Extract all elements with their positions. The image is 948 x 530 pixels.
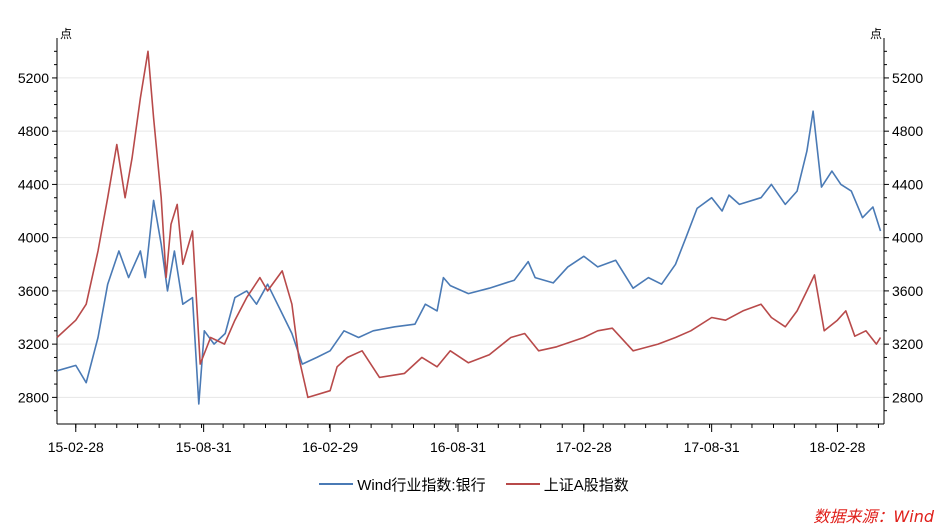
legend-item-shanghai-a: 上证A股指数 — [505, 474, 629, 495]
legend: Wind行业指数:银行 上证A股指数 — [0, 472, 948, 495]
y-tick-label-right: 4000 — [892, 230, 923, 246]
y-tick-label-left: 4800 — [18, 123, 49, 139]
y-tick-label-left: 3200 — [18, 336, 49, 352]
y-tick-label-right: 2800 — [892, 389, 923, 405]
y-tick-label-left: 4400 — [18, 176, 49, 192]
x-tick-label: 16-02-29 — [302, 439, 358, 455]
x-ticks: 15-02-28 15-08-31 16-02-29 16-08-31 17-02-28… — [48, 424, 879, 455]
y-tick-label-left: 2800 — [18, 389, 49, 405]
legend-label-bank: Wind行业指数:银行 — [357, 476, 486, 494]
x-tick-label: 16-08-31 — [430, 439, 486, 455]
x-tick-label: 15-08-31 — [176, 439, 232, 455]
y-tick-label-left: 3600 — [18, 283, 49, 299]
series-lines — [56, 50, 882, 405]
source-note: 数据来源：Wind — [813, 507, 934, 526]
x-tick-label: 15-02-28 — [48, 439, 104, 455]
x-tick-label: 17-08-31 — [684, 439, 740, 455]
y-tick-label-right: 3200 — [892, 336, 923, 352]
right-unit-label: 点 — [870, 27, 882, 41]
legend-swatch-bank — [319, 483, 354, 485]
legend-item-bank: Wind行业指数:银行 — [319, 474, 486, 495]
y-tick-label-right: 3600 — [892, 283, 923, 299]
legend-swatch-shanghai-a — [505, 483, 540, 485]
y-tick-label-left: 4000 — [18, 230, 49, 246]
y-ticks: 2800 2800 3200 3200 3600 3600 4000 4000 4400 4400… — [18, 50, 923, 412]
y-tick-label-right: 4800 — [892, 123, 923, 139]
x-tick-label: 17-02-28 — [556, 439, 612, 455]
x-tick-label: 18-02-28 — [809, 439, 865, 455]
left-unit-label: 点 — [60, 27, 72, 41]
y-tick-label-right: 4400 — [892, 176, 923, 192]
legend-label-shanghai-a: 上证A股指数 — [543, 476, 629, 494]
y-tick-label-left: 5200 — [18, 70, 49, 86]
series-line-shanghai-a-index — [56, 50, 882, 399]
y-tick-label-right: 5200 — [892, 70, 923, 86]
series-line-bank-index — [56, 110, 882, 405]
line-chart: 点 点 2800 2800 3200 3200 3600 3600 4000 4000 4400… — [18, 27, 924, 455]
axes — [56, 38, 885, 425]
